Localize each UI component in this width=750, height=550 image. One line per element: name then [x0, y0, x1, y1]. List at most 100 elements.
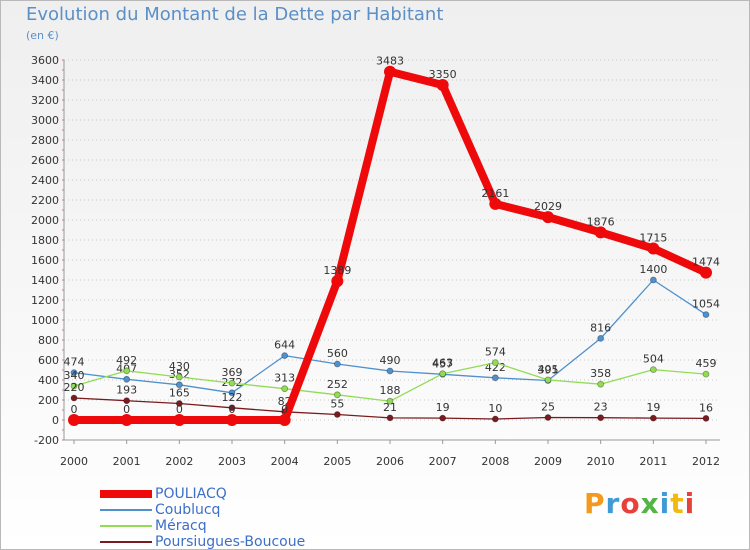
data-label: 3483: [376, 55, 404, 68]
x-tick-label: 2011: [639, 455, 667, 468]
data-point: [70, 369, 78, 377]
y-tick-label: 2000: [31, 214, 59, 227]
data-label: 369: [222, 366, 243, 379]
data-label: 313: [274, 372, 295, 385]
data-point: [333, 411, 341, 418]
data-label: 430: [169, 360, 190, 373]
x-tick-label: 2004: [271, 455, 299, 468]
data-label: 0: [281, 403, 288, 416]
y-tick-label: 600: [38, 354, 59, 367]
proxiti-logo: Proxiti: [584, 487, 695, 520]
y-tick-label: 1400: [31, 274, 59, 287]
logo-letter: t: [670, 487, 685, 520]
data-label: 16: [699, 401, 713, 414]
data-point: [436, 79, 449, 91]
data-label: 463: [432, 357, 453, 370]
data-label: 401: [538, 363, 559, 376]
x-tick-label: 2006: [376, 455, 404, 468]
chart-unit: (en €): [26, 29, 59, 42]
x-tick-label: 2012: [692, 455, 720, 468]
data-point: [175, 400, 183, 407]
data-point: [491, 374, 499, 382]
data-label: 10: [488, 402, 502, 415]
legend-label: Coublucq: [155, 502, 221, 518]
data-point: [228, 389, 236, 397]
x-tick-label: 2010: [587, 455, 615, 468]
data-point: [70, 382, 78, 390]
x-tick-label: 2002: [165, 455, 193, 468]
y-tick-label: 0: [52, 414, 59, 427]
data-point: [228, 379, 236, 387]
legend-label: POULIACQ: [155, 486, 227, 502]
x-tick-label: 2009: [534, 455, 562, 468]
chart-legend: POULIACQ Coublucq Méracq Poursiugues-Boucou…: [100, 486, 305, 550]
y-tick-label: 3000: [31, 114, 59, 127]
data-label: 3350: [429, 68, 457, 81]
x-tick-label: 2001: [113, 455, 141, 468]
legend-item: Coublucq: [100, 502, 305, 518]
y-tick-label: 1200: [31, 294, 59, 307]
data-point: [439, 414, 447, 422]
y-tick-label: -200: [34, 434, 59, 447]
data-label: 560: [327, 347, 348, 360]
chart-title: Evolution du Montant de la Dette par Hab…: [26, 4, 444, 25]
legend-swatch: [100, 525, 152, 527]
data-label: 459: [696, 357, 717, 370]
x-tick-label: 2000: [60, 455, 88, 468]
data-point: [173, 414, 186, 426]
data-point: [700, 266, 712, 279]
y-tick-label: 2600: [31, 154, 59, 167]
data-label: 0: [71, 403, 78, 416]
data-point: [542, 211, 554, 224]
data-point: [120, 414, 133, 426]
x-tick-label: 2003: [218, 455, 246, 468]
y-tick-label: 400: [38, 374, 59, 387]
data-point: [226, 414, 238, 426]
data-label: 188: [380, 384, 401, 397]
legend-swatch: [100, 490, 152, 498]
data-label: 193: [116, 384, 137, 397]
data-point: [281, 385, 289, 393]
x-tick-label: 2008: [481, 455, 509, 468]
data-label: 457: [432, 357, 453, 370]
data-label: 122: [222, 391, 243, 404]
legend-label: Méracq: [155, 518, 207, 534]
legend-item: Méracq: [100, 518, 305, 534]
data-label: 55: [330, 398, 344, 411]
legend-label: Poursiugues-Boucoue: [155, 534, 306, 550]
data-point: [123, 397, 131, 405]
data-label: 340: [64, 369, 85, 382]
y-tick-label: 1600: [31, 254, 59, 267]
data-point: [702, 370, 710, 378]
data-label: 474: [64, 356, 85, 369]
y-tick-label: 1800: [31, 234, 59, 247]
data-label: 2029: [534, 200, 562, 213]
y-tick-label: 2400: [31, 174, 59, 187]
data-point: [594, 226, 607, 239]
logo-letter: o: [620, 487, 641, 520]
data-point: [491, 415, 499, 423]
data-point: [491, 359, 499, 367]
legend-swatch: [100, 509, 152, 511]
data-point: [647, 242, 660, 255]
data-label: 1715: [639, 232, 667, 245]
data-label: 504: [643, 353, 664, 366]
legend-swatch: [100, 541, 152, 543]
logo-letter: P: [584, 487, 606, 520]
data-point: [70, 394, 78, 402]
data-point: [649, 276, 657, 284]
data-label: 0: [176, 403, 183, 416]
data-point: [386, 397, 394, 405]
data-label: 220: [64, 381, 85, 394]
data-label: 19: [436, 401, 450, 414]
data-label: 21: [383, 401, 397, 414]
data-point: [281, 352, 289, 360]
data-point: [386, 414, 394, 422]
y-tick-label: 800: [38, 334, 59, 347]
series-coublucq: 4744073522726445604904574223958161400105…: [64, 263, 720, 397]
y-tick-label: 3400: [31, 74, 59, 87]
data-label: 395: [538, 364, 559, 377]
data-point: [544, 414, 552, 421]
data-label: 2161: [481, 187, 509, 200]
